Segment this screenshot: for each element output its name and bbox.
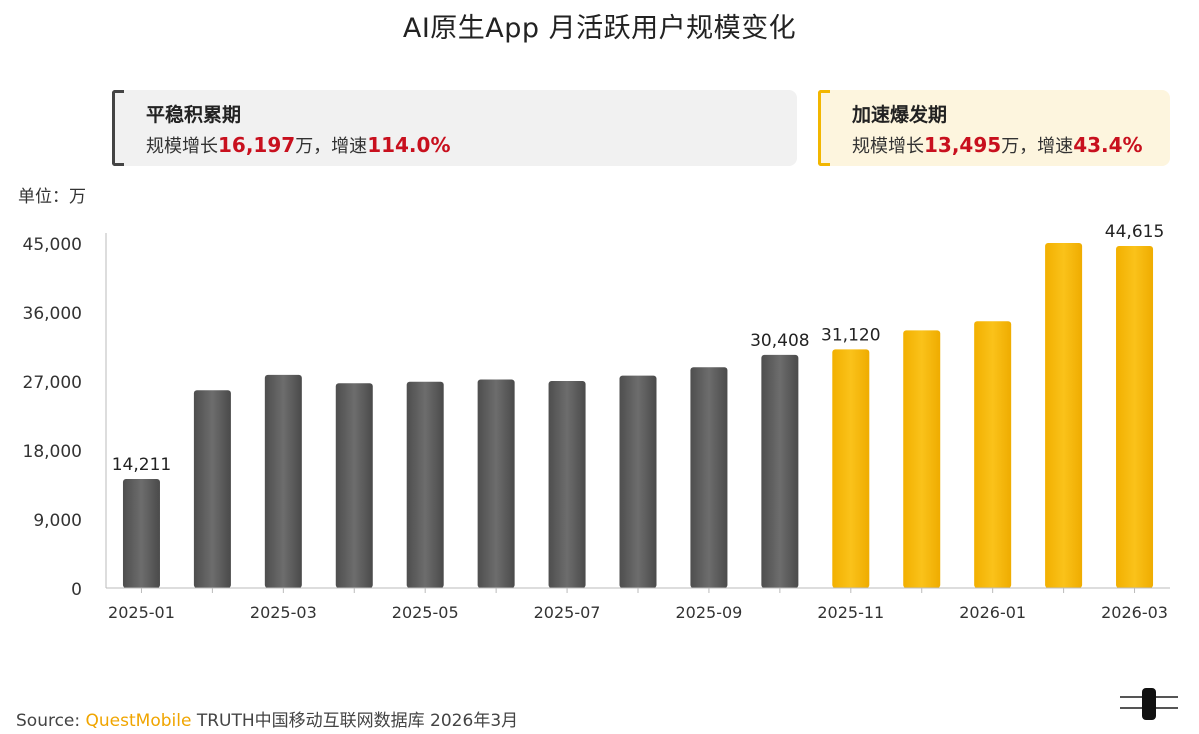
phase-description: 规模增长16,197万，增速114.0%	[146, 132, 451, 158]
phase-title: 平稳积累期	[146, 104, 242, 126]
phase-desc-mid: 万，增速	[1001, 136, 1074, 157]
bar-2025-10	[761, 354, 799, 588]
phase-title: 加速爆发期	[852, 104, 948, 126]
bar-2025-12	[903, 330, 941, 588]
x-tick-label: 2026-01	[959, 603, 1026, 622]
source-note: Source: QuestMobile TRUTH中国移动互联网数据库 2026…	[16, 706, 518, 731]
corner-lines-icon	[1120, 688, 1178, 720]
bar-2025-08	[619, 375, 657, 588]
bar-2025-03	[264, 374, 302, 588]
y-tick-label: 9,000	[33, 511, 82, 531]
source-prefix: Source:	[16, 711, 86, 731]
data-label: 30,408	[750, 331, 809, 351]
phase-box-accelerate: 加速爆发期 规模增长13,495万，增速43.4%	[818, 90, 1170, 166]
y-tick-label: 0	[71, 580, 82, 600]
data-label: 44,615	[1105, 222, 1164, 242]
x-tick-label: 2025-07	[534, 603, 601, 622]
y-axis: 0 9,000 18,000 27,000 36,000 45,000	[23, 233, 107, 600]
x-tick-label: 2025-05	[392, 603, 459, 622]
x-tick-label: 2025-09	[676, 603, 743, 622]
x-tick-label: 2025-11	[817, 603, 884, 622]
x-axis: 2025-01 2025-03 2025-05 2025-07 2025-09 2025-…	[106, 587, 1170, 622]
y-tick-label: 36,000	[23, 304, 82, 324]
unit-label: 单位：万	[18, 187, 86, 207]
phase-desc-prefix: 规模增长	[146, 136, 218, 157]
y-tick-label: 45,000	[23, 235, 82, 255]
data-label: 14,211	[112, 455, 171, 475]
bar-2026-03	[1116, 245, 1154, 588]
bar-series	[122, 243, 1154, 588]
phase-growth-value: 13,495	[924, 133, 1002, 157]
bar-2025-01	[122, 479, 160, 588]
phase-bracket	[818, 90, 830, 166]
bar-2026-01	[974, 321, 1012, 588]
bar-2026-02	[1045, 243, 1083, 588]
x-tick-label: 2026-03	[1101, 603, 1168, 622]
bar-2025-04	[335, 383, 373, 588]
phase-bracket	[112, 90, 124, 166]
phase-growth-value: 16,197	[218, 133, 296, 157]
source-suffix: TRUTH中国移动互联网数据库 2026年3月	[191, 711, 519, 731]
phase-growth-rate: 114.0%	[367, 133, 451, 157]
y-tick-label: 18,000	[23, 442, 82, 462]
y-tick-label: 27,000	[23, 373, 82, 393]
bar-2025-11	[832, 349, 870, 588]
bar-2025-07	[548, 381, 586, 588]
bar-2025-06	[477, 379, 515, 588]
phase-description: 规模增长13,495万，增速43.4%	[852, 132, 1143, 158]
phase-growth-rate: 43.4%	[1073, 133, 1143, 157]
bar-2025-02	[193, 390, 231, 588]
x-tick-label: 2025-01	[108, 603, 175, 622]
source-brand: QuestMobile	[85, 711, 192, 731]
phase-desc-prefix: 规模增长	[852, 136, 924, 157]
bar-2025-09	[690, 367, 728, 588]
phase-desc-mid: 万，增速	[295, 136, 368, 157]
x-tick-label: 2025-03	[250, 603, 317, 622]
data-labels: 14,211 30,408 31,120 44,615	[112, 222, 1165, 475]
chart-title: AI原生App 月活跃用户规模变化	[402, 13, 797, 44]
phase-box-steady: 平稳积累期 规模增长16,197万，增速114.0%	[112, 90, 797, 166]
bar-2025-05	[406, 381, 444, 588]
data-label: 31,120	[821, 325, 880, 345]
